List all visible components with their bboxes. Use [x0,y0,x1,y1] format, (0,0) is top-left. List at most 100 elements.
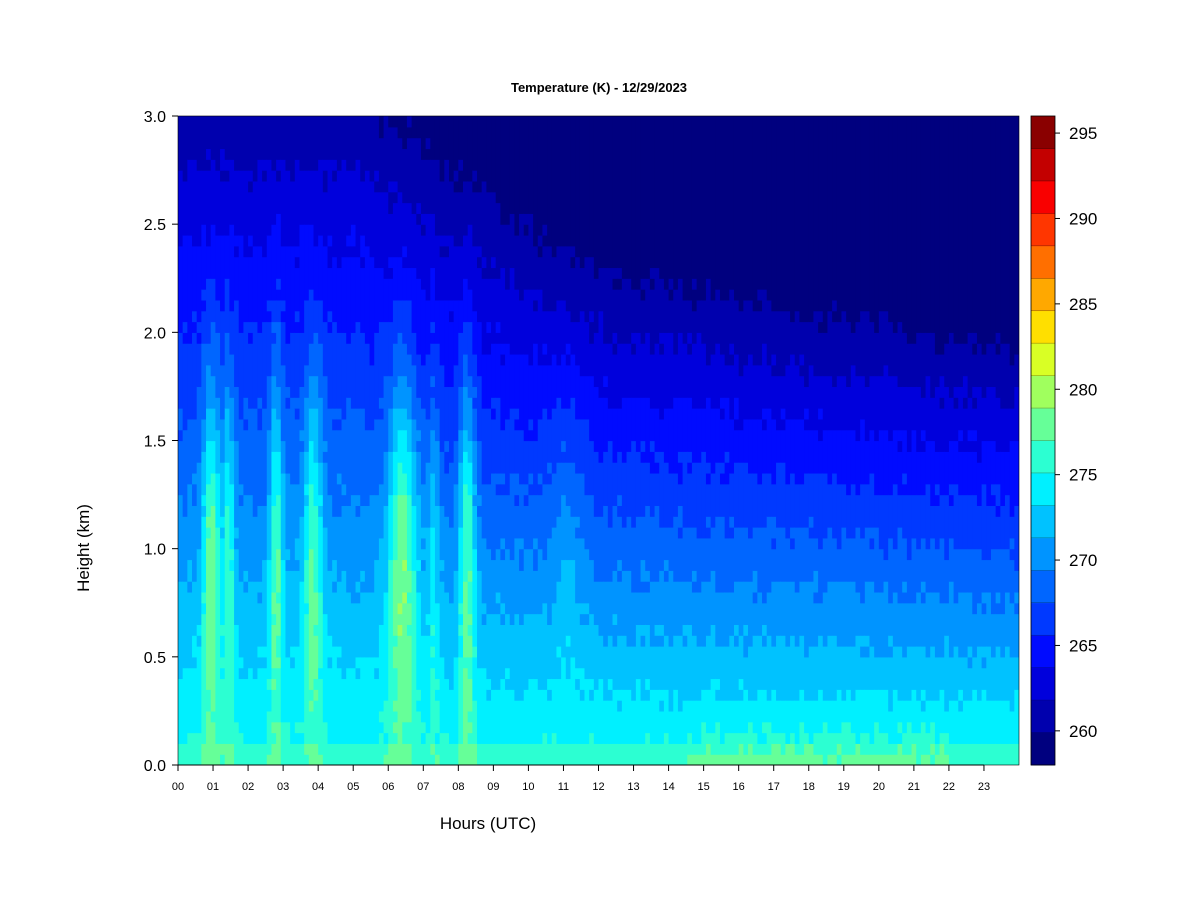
heatmap-cell [584,321,590,377]
heatmap-cell [649,353,656,409]
heatmap-cell [948,332,955,398]
heatmap-cell [757,310,763,366]
heatmap-cell [673,397,679,474]
heatmap-cell [304,494,310,506]
heatmap-cell [612,343,618,355]
heatmap-cell [878,689,885,734]
heatmap-cell [229,116,235,160]
heatmap-cell [902,429,908,474]
heatmap-cell [434,299,441,344]
heatmap-cell [294,267,301,312]
heatmap-cell [182,116,188,182]
heatmap-cell [939,656,945,690]
heatmap-cell [234,299,240,388]
heatmap-cell [304,483,310,496]
heatmap-cell [916,646,922,701]
heatmap-cell [416,689,422,701]
heatmap-cell [575,602,581,669]
heatmap-cell [420,559,427,571]
heatmap-cell [584,624,590,680]
heatmap-cell [612,332,618,344]
heatmap-cell [505,678,511,690]
heatmap-cell [463,353,469,388]
heatmap-cell [841,375,847,431]
heatmap-cell [570,245,576,258]
heatmap-cell [701,408,707,452]
heatmap-cell [336,656,343,669]
heatmap-cell [491,397,497,409]
heatmap-cell [995,332,1001,344]
heatmap-cell [556,462,562,517]
heatmap-cell [304,754,310,765]
heatmap-cell [654,581,660,625]
heatmap-cell [631,646,637,701]
heatmap-cell [234,256,240,301]
heatmap-cell [313,299,319,333]
heatmap-cell [995,505,1001,517]
heatmap-cell [308,548,315,690]
heatmap-cell [257,397,263,409]
heatmap-cell [986,700,992,744]
heatmap-cell [192,472,198,485]
heatmap-cell [1014,440,1019,506]
heatmap-cell [911,386,917,431]
heatmap-cell [948,743,955,765]
heatmap-cell [822,700,829,723]
heatmap-cell [832,386,838,431]
x-tick-label: 15 [698,781,710,793]
heatmap-cell [612,408,618,463]
heatmap-cell [607,267,614,344]
heatmap-cell [378,732,385,765]
heatmap-cell [364,343,371,431]
heatmap-cell [855,321,861,377]
heatmap-cell [766,700,772,723]
heatmap-cell [864,732,871,755]
heatmap-cell [565,364,572,409]
heatmap-cell [519,483,525,539]
heatmap-cell [953,397,959,409]
heatmap-cell [962,408,969,452]
heatmap-cell [757,418,763,485]
heatmap-cell [958,494,964,550]
heatmap-cell [472,310,478,355]
heatmap-cell [733,646,740,701]
heatmap-cell [846,537,852,582]
heatmap-cell [822,472,829,539]
heatmap-cell [715,343,721,409]
heatmap-cell [425,116,431,139]
heatmap-cell [757,754,763,765]
heatmap-cell [565,678,572,744]
heatmap-cell [280,299,287,312]
heatmap-cell [416,202,422,214]
heatmap-cell [925,116,931,333]
heatmap-cell [976,602,983,647]
heatmap-cell [332,591,338,647]
heatmap-cell [514,429,520,474]
heatmap-cell [822,591,829,647]
heatmap-cell [220,116,226,150]
y-axis-label: Height (km) [74,504,93,592]
heatmap-cell [336,581,343,647]
heatmap-cell [182,332,188,344]
heatmap-cell [892,646,899,690]
heatmap-cell [902,700,908,734]
heatmap-cell [313,170,319,247]
heatmap-cell [528,613,534,680]
heatmap-cell [392,732,399,744]
heatmap-cell [649,581,656,647]
heatmap-cell [234,170,240,236]
heatmap-cell [897,429,903,442]
heatmap-cell [948,505,955,539]
heatmap-cell [430,754,436,765]
heatmap-cell [294,743,301,765]
heatmap-cell [402,721,408,744]
heatmap-cell [766,721,772,755]
heatmap-cell [201,224,207,290]
heatmap-cell [902,581,908,593]
heatmap-cell [733,397,740,420]
heatmap-cell [874,332,880,377]
x-tick-label: 09 [487,781,499,793]
heatmap-cell [934,505,941,550]
heatmap-cell [565,310,572,344]
heatmap-cell [603,116,609,269]
